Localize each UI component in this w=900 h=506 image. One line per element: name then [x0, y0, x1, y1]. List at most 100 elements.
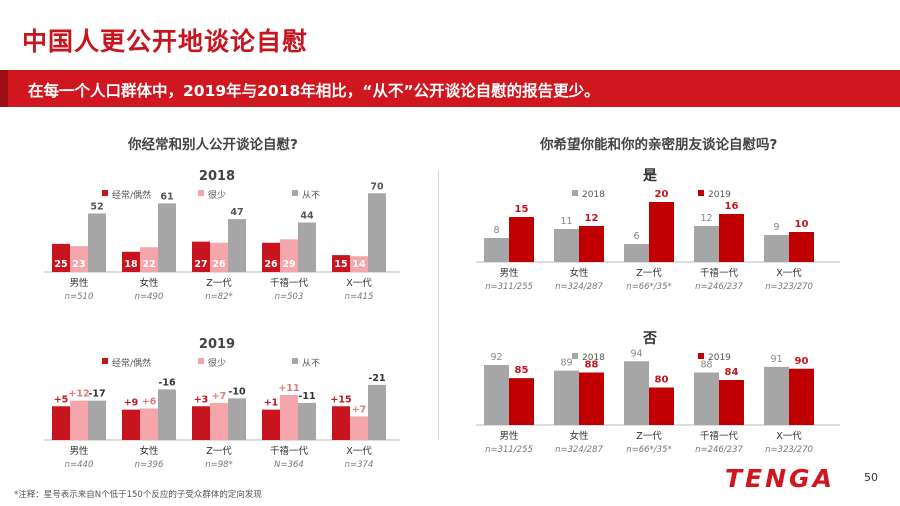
data-label: 10	[795, 219, 809, 230]
data-label: 92	[490, 352, 502, 363]
bar	[554, 229, 579, 262]
category-label: X一代	[346, 446, 372, 457]
bar	[764, 235, 789, 262]
data-label: 89	[560, 358, 572, 369]
data-label: +9	[124, 398, 139, 409]
sample-size-label: n=246/237	[695, 282, 743, 292]
sample-size-label: n=324/287	[555, 445, 603, 455]
bar	[649, 202, 674, 262]
bar	[70, 400, 88, 440]
data-label: -11	[298, 391, 315, 402]
bar	[764, 366, 789, 425]
bar	[484, 238, 509, 262]
sample-size-label: n=82*	[205, 292, 233, 302]
data-label: +7	[352, 404, 367, 415]
data-label: 29	[282, 259, 295, 270]
data-label: +7	[212, 391, 227, 402]
chart-title-0: 2018	[199, 169, 235, 184]
bar	[554, 370, 579, 425]
bar	[210, 242, 228, 272]
category-label: 女性	[569, 267, 589, 279]
data-label: -16	[158, 377, 176, 388]
data-label: 14	[352, 259, 366, 270]
bar	[719, 214, 744, 262]
data-label: 91	[770, 354, 782, 365]
data-label: +6	[142, 397, 157, 408]
bar	[158, 389, 176, 440]
bar	[122, 409, 140, 440]
legend-swatch	[572, 353, 578, 359]
data-label: -21	[368, 373, 385, 384]
data-label: 94	[630, 348, 642, 359]
bar	[52, 406, 70, 440]
legend-swatch	[572, 190, 578, 196]
bar	[649, 387, 674, 425]
data-label: +12	[68, 389, 89, 400]
bar	[210, 402, 228, 440]
bar	[192, 406, 210, 440]
data-label: -17	[88, 389, 105, 400]
page-number: 50	[864, 471, 878, 484]
bar	[140, 247, 158, 272]
sample-size-label: n=510	[65, 292, 94, 302]
bar	[509, 378, 534, 425]
bar	[789, 232, 814, 262]
bar	[262, 409, 280, 440]
legend-label: 2019	[708, 353, 731, 363]
legend-label: 2018	[582, 353, 605, 363]
legend-swatch	[198, 358, 204, 364]
legend-label: 2018	[582, 190, 605, 200]
data-label: 25	[54, 259, 67, 270]
sample-size-label: n=490	[135, 292, 164, 302]
page-title: 中国人更公开地谈论自慰	[22, 27, 309, 56]
sample-size-label: n=323/270	[765, 445, 813, 455]
legend-swatch	[698, 190, 704, 196]
sample-size-label: n=98*	[205, 460, 233, 470]
data-label: 26	[264, 259, 278, 270]
sample-size-label: n=440	[65, 460, 94, 470]
sample-size-label: n=374	[345, 460, 374, 470]
category-label: Z一代	[636, 431, 662, 442]
bar	[694, 372, 719, 425]
legend-swatch	[292, 190, 298, 196]
bar	[332, 406, 350, 440]
sample-size-label: n=323/270	[765, 282, 813, 292]
category-label: 男性	[69, 277, 89, 289]
bar	[192, 241, 210, 272]
sample-size-label: N=364	[274, 460, 304, 470]
data-label: -10	[228, 386, 246, 397]
data-label: 12	[585, 213, 599, 224]
data-label: 80	[655, 375, 669, 386]
bar	[280, 395, 298, 440]
data-label: +15	[330, 394, 351, 405]
legend-label: 2019	[708, 190, 731, 200]
data-label: 61	[160, 191, 173, 202]
banner-accent	[0, 70, 8, 107]
category-label: 男性	[69, 445, 89, 457]
bar	[350, 416, 368, 440]
data-label: +1	[264, 398, 279, 409]
right-question: 你希望你能和你的亲密朋友谈论自慰吗?	[540, 137, 778, 153]
bar	[88, 213, 106, 272]
category-label: 女性	[139, 445, 159, 457]
sample-size-label: n=415	[345, 292, 374, 302]
legend-label: 经常/偶然	[112, 189, 151, 201]
right-charts: 是 2018 2019 8 15 男性 n=311/255 11 12 女性 n=324/287 6 2…	[476, 168, 840, 455]
data-label: +5	[54, 394, 69, 405]
data-label: 88	[700, 360, 712, 371]
bar	[789, 368, 814, 425]
bar	[52, 243, 70, 272]
bar	[579, 226, 604, 262]
data-label: 22	[142, 259, 155, 270]
data-label: 27	[194, 259, 207, 270]
sample-size-label: n=246/237	[695, 445, 743, 455]
bar	[280, 239, 298, 272]
data-label: 11	[560, 216, 572, 227]
headline-banner: 在每一个人口群体中，2019年与2018年相比，“从不”公开谈论自慰的报告更少。	[0, 70, 900, 107]
data-label: +3	[194, 394, 209, 405]
data-label: 47	[230, 207, 243, 218]
left-question: 你经常和别人公开谈论自慰?	[128, 137, 298, 153]
category-label: 男性	[499, 430, 519, 442]
chart-title-2: 是	[643, 168, 658, 184]
bar	[509, 217, 534, 262]
